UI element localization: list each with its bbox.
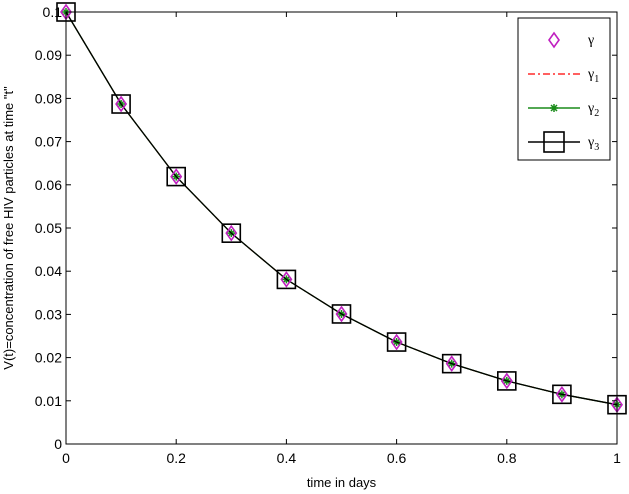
diamond-marker	[335, 305, 348, 323]
square-marker	[496, 371, 517, 391]
y-tick-label: 0.01	[35, 393, 62, 409]
axes: 0 0.2 0.4 0.6 0.8 1 0 0.01 0.02 0.03 0.04 0.05 0.06 0…	[35, 4, 621, 466]
x-tick-label: 0.2	[166, 450, 186, 466]
y-tick-label: 0	[54, 436, 62, 452]
legend-label: γ	[587, 33, 594, 48]
square-marker	[111, 94, 131, 114]
square-marker	[166, 166, 186, 187]
square-marker	[331, 304, 352, 324]
square-marker	[552, 384, 572, 405]
y-tick-label: 0.08	[35, 90, 62, 106]
diamond-marker	[280, 271, 293, 288]
y-tick-label: 0.04	[35, 263, 62, 279]
diamond-marker	[225, 224, 238, 242]
diamond-marker	[555, 385, 568, 403]
x-axis-label: time in days	[307, 475, 377, 490]
plot-area	[56, 2, 627, 415]
y-tick-label: 0.05	[35, 220, 62, 236]
diamond-marker	[445, 355, 458, 373]
legend-label-subscript: 1	[594, 74, 599, 85]
x-tick-label: 0.8	[497, 450, 517, 466]
square-marker	[276, 269, 297, 290]
diamond-marker	[390, 333, 403, 351]
square-marker	[386, 332, 407, 352]
y-tick-label: 0.09	[35, 47, 62, 63]
diamond-marker	[115, 95, 128, 113]
y-tick-label: 0.02	[35, 350, 62, 366]
legend-diamond-icon	[548, 31, 560, 49]
y-axis-label: V(t)=concentration of free HIV particles…	[1, 86, 16, 370]
y-tick-label: 0.07	[35, 134, 62, 150]
legend-star-icon	[550, 104, 558, 112]
legend-label-subscript: 2	[594, 108, 599, 119]
y-tick-label: 0.03	[35, 306, 62, 322]
legend-square-icon	[543, 131, 565, 153]
y-tick-label: 0.06	[35, 177, 62, 193]
square-marker	[441, 353, 462, 374]
legend-item-1: γ	[548, 31, 594, 49]
legend-label-subscript: 3	[594, 142, 599, 153]
x-tick-label: 0	[62, 450, 70, 466]
x-tick-label: 0.4	[277, 450, 297, 466]
y-tick-label: 0.1	[43, 4, 63, 20]
x-tick-label: 1	[613, 450, 621, 466]
x-tick-label: 0.6	[387, 450, 407, 466]
diamond-marker	[170, 168, 183, 185]
series-line	[65, 11, 618, 406]
series-4	[56, 2, 627, 415]
square-marker	[221, 223, 242, 243]
diamond-marker	[500, 372, 513, 390]
